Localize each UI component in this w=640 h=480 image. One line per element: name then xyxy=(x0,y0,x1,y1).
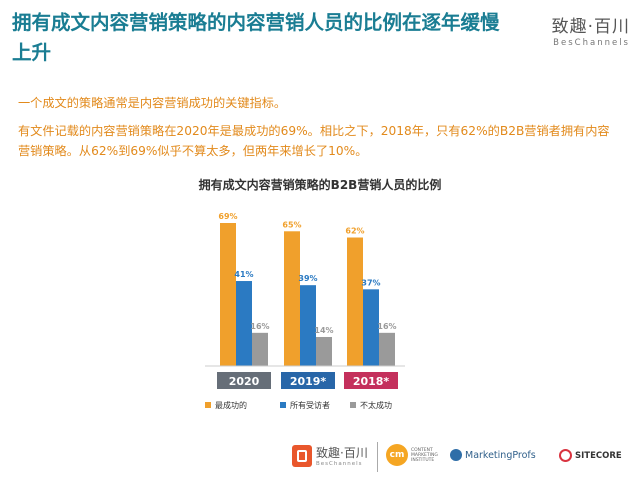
footer-logos: 致趣·百川 BesChannels cm CONTENT MARKETING I… xyxy=(0,434,640,480)
body-paragraph: 有文件记载的内容营销策略在2020年是最成功的69%。相比之下，2018年，只有… xyxy=(18,124,610,158)
sitecore-text: SITECORE xyxy=(575,450,622,461)
footer-logo-cn: 致趣·百川 xyxy=(316,446,368,460)
logo-en-text: BesChannels xyxy=(553,38,630,48)
data-label: 16% xyxy=(250,322,269,331)
bar-2018*-最成功的 xyxy=(347,237,363,366)
chart-title: 拥有成文内容营销策略的B2B营销人员的比例 xyxy=(198,178,442,192)
category-label: 2019* xyxy=(290,375,327,388)
marketingprofs-logo: MarketingProfs xyxy=(450,449,536,461)
bar-2019*-最成功的 xyxy=(284,231,300,366)
beschannels-footer-logo: 致趣·百川 BesChannels xyxy=(292,444,368,467)
bar-2019*-所有受访者 xyxy=(300,285,316,366)
bar-chart: 69% 41% 16% 2020 65% 39% 14% 2019* 62% 37% 16% 2018… xyxy=(205,212,405,410)
page-title: 拥有成文内容营销策略的内容营销人员的比例在逐年缓慢上升 xyxy=(12,11,500,64)
sitecore-mark-icon xyxy=(559,449,572,462)
data-label: 69% xyxy=(218,212,237,221)
bar-2020-不太成功 xyxy=(252,332,268,366)
data-label: 65% xyxy=(282,220,301,229)
legend-label: 所有受访者 xyxy=(290,400,330,410)
data-label: 39% xyxy=(298,274,317,283)
legend-swatch xyxy=(205,402,211,408)
data-label: 14% xyxy=(314,326,333,335)
data-label: 16% xyxy=(377,322,396,331)
legend-swatch xyxy=(280,402,286,408)
logo-cn-text: 致趣·百川 xyxy=(551,17,630,37)
cmi-text: CONTENT MARKETING INSTITUTE xyxy=(411,447,438,463)
legend-swatch xyxy=(350,402,356,408)
category-label-box xyxy=(281,372,335,389)
sitecore-logo: SITECORE xyxy=(559,449,622,462)
marketingprofs-mark-icon xyxy=(450,449,462,461)
bar-2018*-不太成功 xyxy=(379,332,395,366)
data-label: 62% xyxy=(345,227,364,236)
cmi-logo: cm CONTENT MARKETING INSTITUTE xyxy=(386,444,441,466)
legend-label: 最成功的 xyxy=(215,400,247,410)
footer-divider xyxy=(377,442,378,472)
bar-2020-所有受访者 xyxy=(236,281,252,366)
legend-label: 不太成功 xyxy=(360,400,392,410)
cmi-mark-icon: cm xyxy=(386,444,408,466)
category-label-box xyxy=(217,372,271,389)
data-label: 37% xyxy=(361,278,380,287)
category-label: 2018* xyxy=(353,375,390,388)
intro-text: 一个成文的策略通常是内容营销成功的关键指标。 xyxy=(18,96,287,110)
beschannels-logo: 致趣·百川 BesChannels xyxy=(552,12,630,48)
marketingprofs-text: MarketingProfs xyxy=(465,449,536,461)
footer-logo-en: BesChannels xyxy=(316,461,363,467)
category-label-box xyxy=(344,372,398,389)
bar-2019*-不太成功 xyxy=(316,336,332,366)
category-label: 2020 xyxy=(229,375,260,388)
data-label: 41% xyxy=(234,270,253,279)
bar-2020-最成功的 xyxy=(220,223,236,366)
beschannels-mark-icon xyxy=(292,444,312,467)
bar-2018*-所有受访者 xyxy=(363,289,379,366)
